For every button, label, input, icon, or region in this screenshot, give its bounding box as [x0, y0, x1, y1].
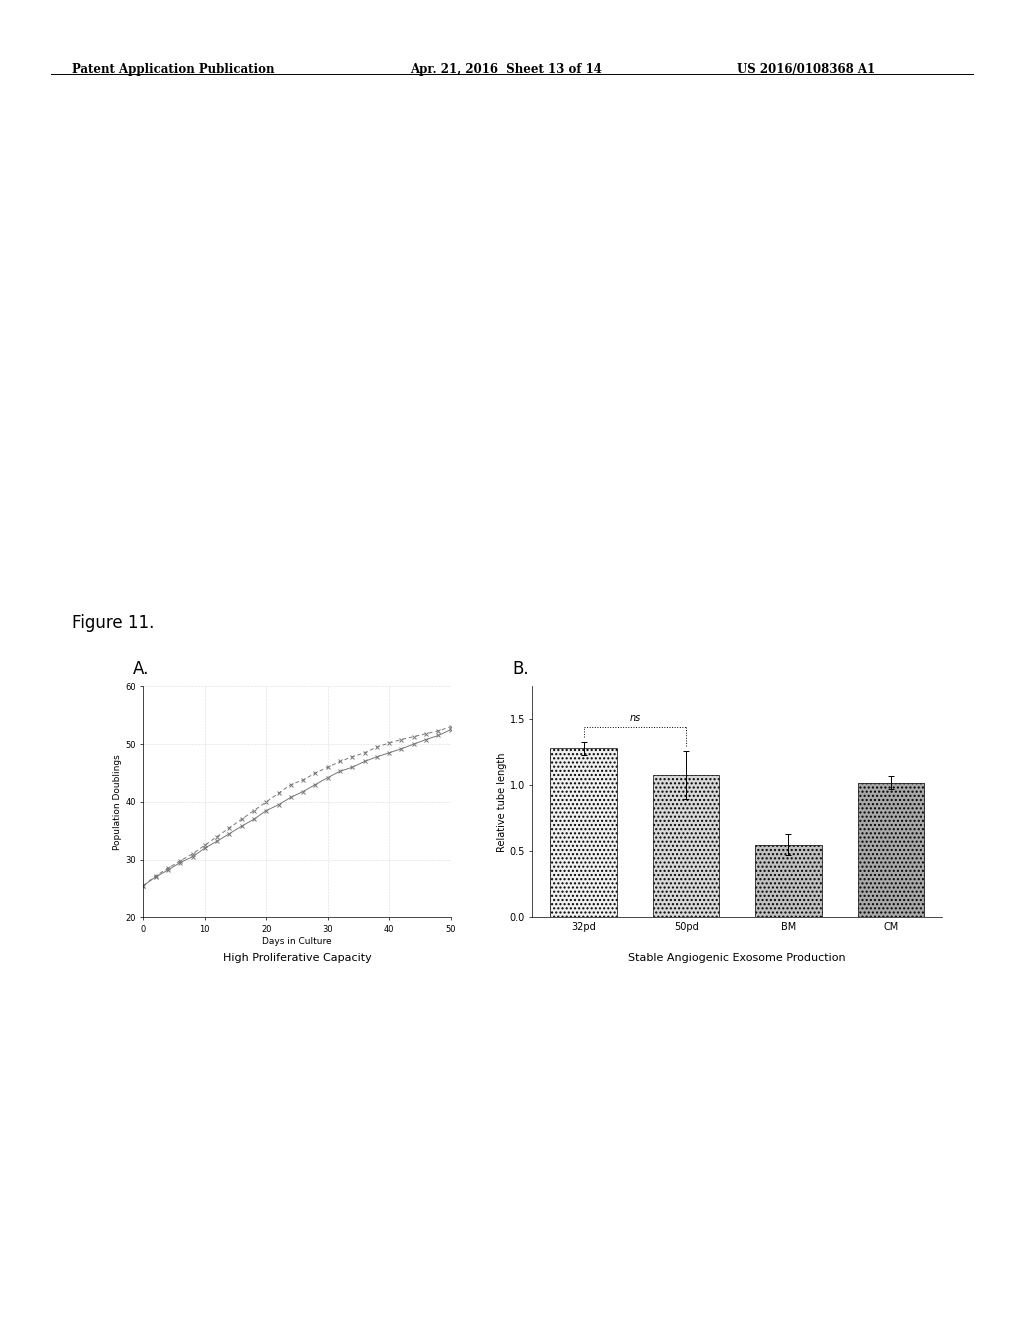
- Bar: [858, 783, 925, 917]
- Y-axis label: Population Doublings: Population Doublings: [114, 754, 122, 850]
- Y-axis label: Relative tube length: Relative tube length: [497, 752, 507, 851]
- Text: A.: A.: [133, 660, 150, 678]
- Text: Patent Application Publication: Patent Application Publication: [72, 63, 274, 77]
- Text: US 2016/0108368 A1: US 2016/0108368 A1: [737, 63, 876, 77]
- X-axis label: Days in Culture: Days in Culture: [262, 937, 332, 946]
- Text: Apr. 21, 2016  Sheet 13 of 14: Apr. 21, 2016 Sheet 13 of 14: [410, 63, 601, 77]
- Text: High Proliferative Capacity: High Proliferative Capacity: [222, 953, 372, 964]
- Text: Figure 11.: Figure 11.: [72, 614, 154, 632]
- Bar: [756, 845, 822, 917]
- Text: B.: B.: [512, 660, 528, 678]
- Text: ns: ns: [630, 713, 640, 723]
- Bar: [551, 748, 616, 917]
- Text: Stable Angiogenic Exosome Production: Stable Angiogenic Exosome Production: [629, 953, 846, 964]
- Bar: [653, 775, 719, 917]
